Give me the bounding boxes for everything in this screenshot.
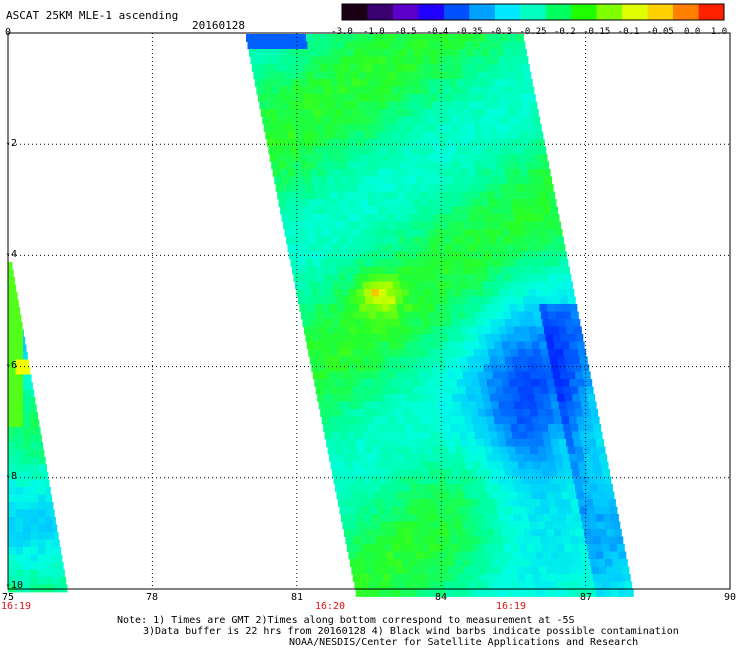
colorbar-cell (647, 4, 674, 20)
colorbar-cell (545, 4, 572, 20)
colorbar-cell (571, 4, 598, 20)
time-label: 16:20 (314, 601, 346, 612)
colorbar-cell (469, 4, 496, 20)
colorbar-label: -0.4 (426, 27, 449, 37)
colorbar-cell (418, 4, 445, 20)
colorbar-cell (367, 4, 394, 20)
product-title: ASCAT 25KM MLE-1 ascending (6, 9, 179, 22)
colorbar-label: -0.35 (455, 27, 483, 37)
lon-tick-label: 90 (723, 592, 737, 603)
colorbar (341, 3, 725, 21)
colorbar-cell (443, 4, 470, 20)
colorbar-cell (622, 4, 649, 20)
lat-tick-label: 0 (5, 27, 12, 38)
colorbar-cell (520, 4, 547, 20)
note-line-2: 3)Data buffer is 22 hrs from 20160128 4)… (143, 626, 679, 637)
time-label: 16:19 (495, 601, 527, 612)
lon-tick-label: 81 (290, 592, 304, 603)
lat-tick-label: -6 (5, 360, 18, 371)
colorbar-cell (673, 4, 700, 20)
lat-tick-label: -8 (5, 471, 18, 482)
product-date: 20160128 (192, 19, 245, 32)
colorbar-label: -0.15 (583, 27, 611, 37)
colorbar-label: -0.1 (617, 27, 640, 37)
lon-tick-label: 87 (579, 592, 593, 603)
note-line-1: Note: 1) Times are GMT 2)Times along bot… (117, 615, 575, 626)
colorbar-cell (596, 4, 623, 20)
colorbar-label: 1.0 (710, 27, 728, 37)
colorbar-label: 0.0 (684, 27, 701, 37)
swath-layer (8, 34, 634, 597)
note-line-3: NOAA/NESDIS/Center for Satellite Applica… (289, 637, 639, 648)
colorbar-label: -3.0 (331, 27, 353, 37)
colorbar-cell (698, 4, 725, 20)
lat-tick-label: -4 (5, 249, 18, 260)
colorbar-label: -0.25 (519, 27, 547, 37)
lat-tick-label: -2 (5, 138, 18, 149)
colorbar-label: -0.5 (394, 27, 417, 37)
colorbar-label: -0.2 (553, 27, 576, 37)
colorbar-label: -0.05 (646, 27, 674, 37)
colorbar-cell (392, 4, 419, 20)
colorbar-cell (494, 4, 521, 20)
lat-tick-label: -10 (5, 580, 24, 591)
time-label: 16:19 (0, 601, 32, 612)
colorbar-label: -0.3 (490, 27, 513, 37)
colorbar-cell (342, 4, 368, 20)
lon-tick-label: 78 (145, 592, 159, 603)
lon-tick-label: 84 (434, 592, 448, 603)
lon-tick-label: 75 (1, 592, 15, 603)
colorbar-label: -1.0 (362, 27, 385, 37)
plot-frame (7, 32, 731, 590)
